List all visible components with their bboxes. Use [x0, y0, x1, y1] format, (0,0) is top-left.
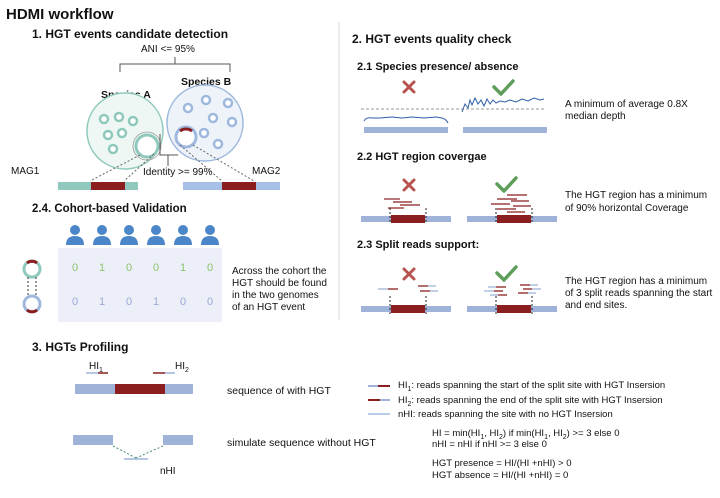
cohort-cell: 0 — [206, 262, 214, 274]
formula-presence: HGT presence = HI/(HI +nHI) > 0 — [432, 458, 572, 469]
person-icon — [93, 225, 111, 245]
seq-without-label: simulate sequence without HGT — [227, 437, 376, 449]
nhi-label: nHI — [160, 466, 176, 477]
cohort-table — [58, 248, 222, 322]
depth-trace-fail — [363, 116, 449, 124]
person-icon — [66, 225, 84, 245]
cross-icon — [402, 80, 416, 94]
cohort-cell: 0 — [71, 296, 79, 308]
person-icon — [147, 225, 165, 245]
cross-icon — [402, 267, 416, 281]
check-icon — [495, 176, 518, 193]
cohort-cell: 0 — [152, 262, 160, 274]
sequence-without-hgt-left — [73, 435, 113, 445]
identity-label: Identity >= 99% — [143, 167, 213, 178]
split-reads-fail — [378, 285, 438, 292]
reads-pass — [491, 194, 531, 213]
cohort-row-1: 0 1 0 0 1 0 — [58, 262, 222, 276]
sub21-desc-2: median depth — [565, 111, 626, 122]
check-icon — [495, 265, 518, 282]
mag1-highlight — [134, 133, 160, 159]
cohort-cell: 1 — [98, 262, 106, 274]
person-icon — [174, 225, 192, 245]
cohort-desc-3: in the two genomes — [232, 290, 319, 301]
sequence-without-hgt-right — [163, 435, 193, 445]
genome-ring-1 — [22, 259, 42, 279]
mag1-label: MAG1 — [11, 166, 40, 177]
reads-fail — [384, 198, 420, 209]
section1-heading: 1. HGT events candidate detection — [32, 27, 229, 41]
page-title: HDMI workflow — [6, 6, 114, 23]
section3-heading: 3. HGTs Profiling — [32, 340, 129, 354]
ani-bracket — [119, 63, 231, 72]
sub23-desc-2: of 3 split reads spanning the start — [565, 288, 713, 299]
legend-hi1: HI1: reads spanning the start of the spl… — [398, 380, 666, 393]
genome-ring-2 — [22, 294, 42, 314]
cohort-desc-4: of an HGT event — [232, 302, 306, 313]
check-icon — [492, 79, 515, 96]
sub22-heading: 2.2 HGT region covergae — [357, 151, 487, 163]
cohort-desc-1: Across the cohort the — [232, 266, 327, 277]
person-icon — [201, 225, 219, 245]
formula-hi: HI = min(HI1, HI2) if min(HI1, HI2) >= 3… — [432, 428, 620, 441]
sub22-desc-2: of 90% horizontal Coverage — [565, 203, 689, 214]
person-icon — [120, 225, 138, 245]
cohort-cell: 1 — [152, 296, 160, 308]
seq-with-label: sequence of with HGT — [227, 385, 331, 397]
formula-absence: HGT absence = HI/(HI +nHI) = 0 — [432, 470, 569, 481]
sub23-heading: 2.3 Split reads support: — [357, 239, 480, 251]
cohort-cell: 0 — [71, 262, 79, 274]
hi2-label: HI2 — [175, 361, 189, 374]
hi1-label: HI1 — [89, 361, 103, 374]
cohort-cell: 1 — [98, 296, 106, 308]
sub22-desc-1: The HGT region has a minimum — [565, 190, 708, 201]
cohort-desc-2: HGT should be found — [232, 278, 327, 289]
cohort-cell: 0 — [206, 296, 214, 308]
person-icons — [66, 225, 219, 245]
section2-heading: 2. HGT events quality check — [352, 32, 512, 46]
split-reads-pass — [484, 284, 541, 296]
cohort-cell: 0 — [125, 296, 133, 308]
formula-nhi: nHI = nHI if nHI >= 3 else 0 — [432, 439, 547, 450]
mag2-label: MAG2 — [252, 166, 281, 177]
cohort-cell: 1 — [179, 262, 187, 274]
depth-trace-pass — [461, 96, 545, 113]
species-b-cells — [182, 94, 238, 150]
cross-icon — [402, 178, 416, 192]
ani-label: ANI <= 95% — [141, 44, 195, 55]
sub21-heading: 2.1 Species presence/ absence — [357, 61, 519, 73]
legend-hi2: HI2: reads spanning the end of the split… — [398, 395, 663, 408]
cohort-cell: 0 — [125, 262, 133, 274]
sub23-desc-3: and end sites. — [565, 300, 628, 311]
sub21-desc-1: A minimum of average 0.8X — [565, 99, 688, 110]
cohort-row-2: 0 1 0 1 0 0 — [58, 296, 222, 310]
section24-heading: 2.4. Cohort-based Validation — [32, 203, 187, 215]
species-a-cells — [98, 111, 139, 155]
species-b-label: Species B — [181, 76, 232, 88]
cohort-cell: 0 — [179, 296, 187, 308]
legend-nhi: nHI: reads spanning the site with no HGT… — [398, 409, 613, 420]
sub23-desc-1: The HGT region has a minimum — [565, 276, 708, 287]
